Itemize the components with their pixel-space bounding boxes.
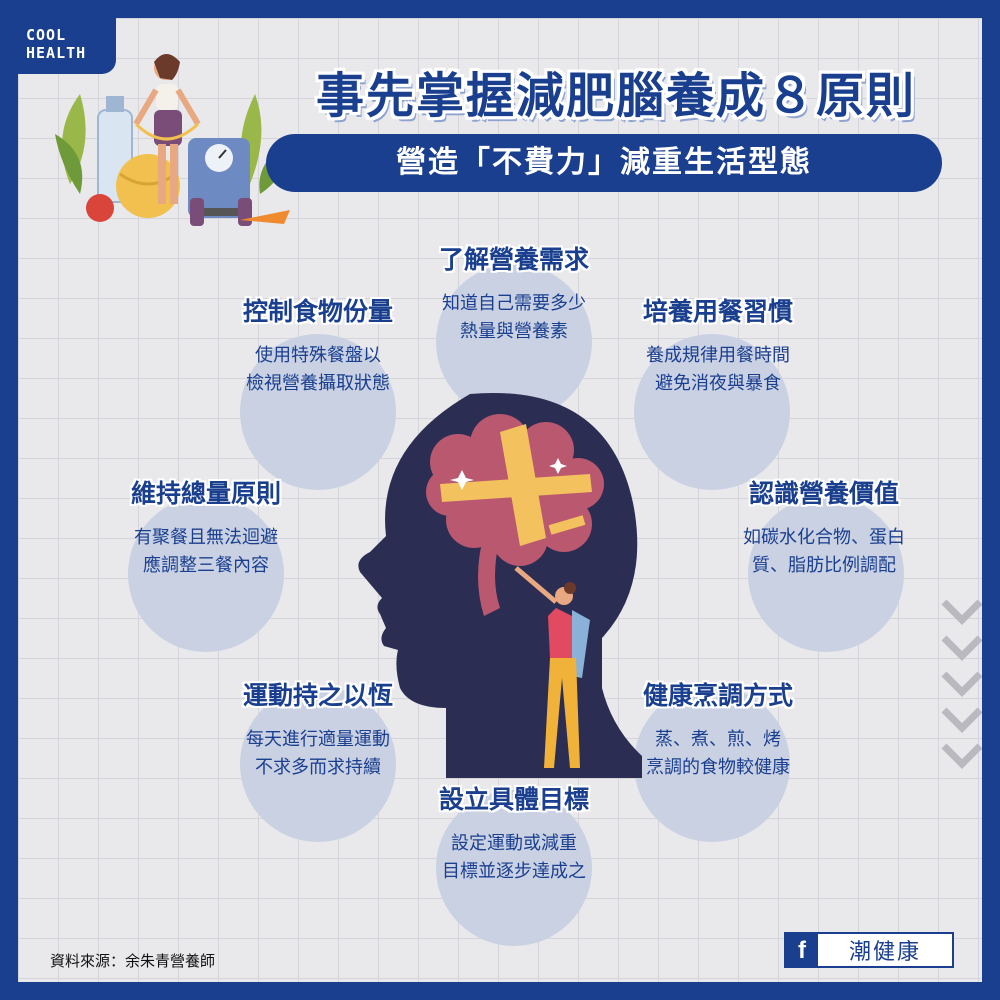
principle-7: 健康烹調方式 蒸、煮、煎、烤 烹調的食物較健康 [578,676,858,782]
chevron-down-icon [941,599,982,769]
principle-desc: 如碳水化合物、蛋白 質、脂肪比例調配 [684,524,964,580]
principle-desc-line: 避免消夜與暴食 [655,373,781,394]
principle-3: 培養用餐習慣 養成規律用餐時間 避免消夜與暴食 [578,292,858,398]
principle-heading: 認識營養價值 [748,479,899,508]
bg-circle-mid-left [128,496,284,652]
principle-heading: 了解營養需求 [438,245,589,274]
bg-circle-mid-right [748,496,904,652]
principle-desc: 有聚餐且無法迴避 應調整三餐內容 [66,524,346,580]
principle-5: 認識營養價值 如碳水化合物、蛋白 質、脂肪比例調配 [684,474,964,580]
source-credit: 資料來源：余朱青營養師 [50,952,216,970]
principle-heading: 運動持之以恆 [242,681,393,710]
woman-with-scale-illustration [55,54,290,226]
bg-circle-low-right [634,686,790,842]
principle-desc-line: 蒸、煮、煎、烤 [655,729,781,750]
principle-desc-line: 烹調的食物較健康 [646,757,790,778]
principle-desc-line: 檢視營養攝取狀態 [246,373,390,394]
principle-desc: 每天進行適量運動 不求多而求持續 [178,726,458,782]
principle-2: 控制食物份量 使用特殊餐盤以 檢視營養攝取狀態 [178,292,458,398]
principle-desc: 養成規律用餐時間 避免消夜與暴食 [578,342,858,398]
bg-circle-bottom [436,790,592,946]
principle-6: 運動持之以恆 每天進行適量運動 不求多而求持續 [178,676,458,782]
page-title: 事先掌握減肥腦養成８原則 [315,68,916,124]
principle-1: 了解營養需求 知道自己需要多少 熱量與營養素 [374,240,654,346]
principle-desc: 設定運動或減重 目標並逐步達成之 [374,830,654,886]
principle-desc-line: 使用特殊餐盤以 [255,345,381,366]
facebook-icon: f [786,934,818,966]
principle-heading: 設立具體目標 [438,785,589,814]
principle-heading: 健康烹調方式 [642,681,793,710]
principle-desc-line: 目標並逐步達成之 [442,861,586,882]
principle-desc-line: 養成規律用餐時間 [646,345,790,366]
bg-circle-top-right [634,334,790,490]
principle-heading: 控制食物份量 [242,297,393,326]
principle-desc: 使用特殊餐盤以 檢視營養攝取狀態 [178,342,458,398]
brand-line-1: COOL [26,26,67,44]
infographic-panel: COOL HEALTH [18,18,982,982]
principle-desc-line: 設定運動或減重 [451,833,577,854]
subtitle-banner: 營造「不費力」減重生活型態 [266,134,942,192]
principle-desc-line: 熱量與營養素 [460,321,568,342]
principle-heading: 維持總量原則 [130,479,281,508]
principle-8: 設立具體目標 設定運動或減重 目標並逐步達成之 [374,780,654,886]
principle-desc: 蒸、煮、煎、烤 烹調的食物較健康 [578,726,858,782]
principle-desc: 知道自己需要多少 熱量與營養素 [374,290,654,346]
principle-desc-line: 如碳水化合物、蛋白 [743,527,905,548]
bg-circle-low-left [240,686,396,842]
head-brain-measuring-tape-illustration [358,392,642,778]
facebook-page-link[interactable]: f 潮健康 [784,932,954,968]
principle-desc-line: 質、脂肪比例調配 [752,555,896,576]
brand-logo[interactable]: COOL HEALTH [18,18,116,74]
principle-desc-line: 有聚餐且無法迴避 [134,527,278,548]
principle-desc-line: 應調整三餐內容 [143,555,269,576]
principle-heading: 培養用餐習慣 [642,297,793,326]
facebook-page-name: 潮健康 [848,940,921,965]
principle-desc-line: 知道自己需要多少 [442,293,586,314]
principle-desc-line: 每天進行適量運動 [246,729,390,750]
principle-desc-line: 不求多而求持續 [255,757,381,778]
brand-line-2: HEALTH [26,44,87,62]
principle-4: 維持總量原則 有聚餐且無法迴避 應調整三餐內容 [66,474,346,580]
bg-circle-top-left [240,334,396,490]
